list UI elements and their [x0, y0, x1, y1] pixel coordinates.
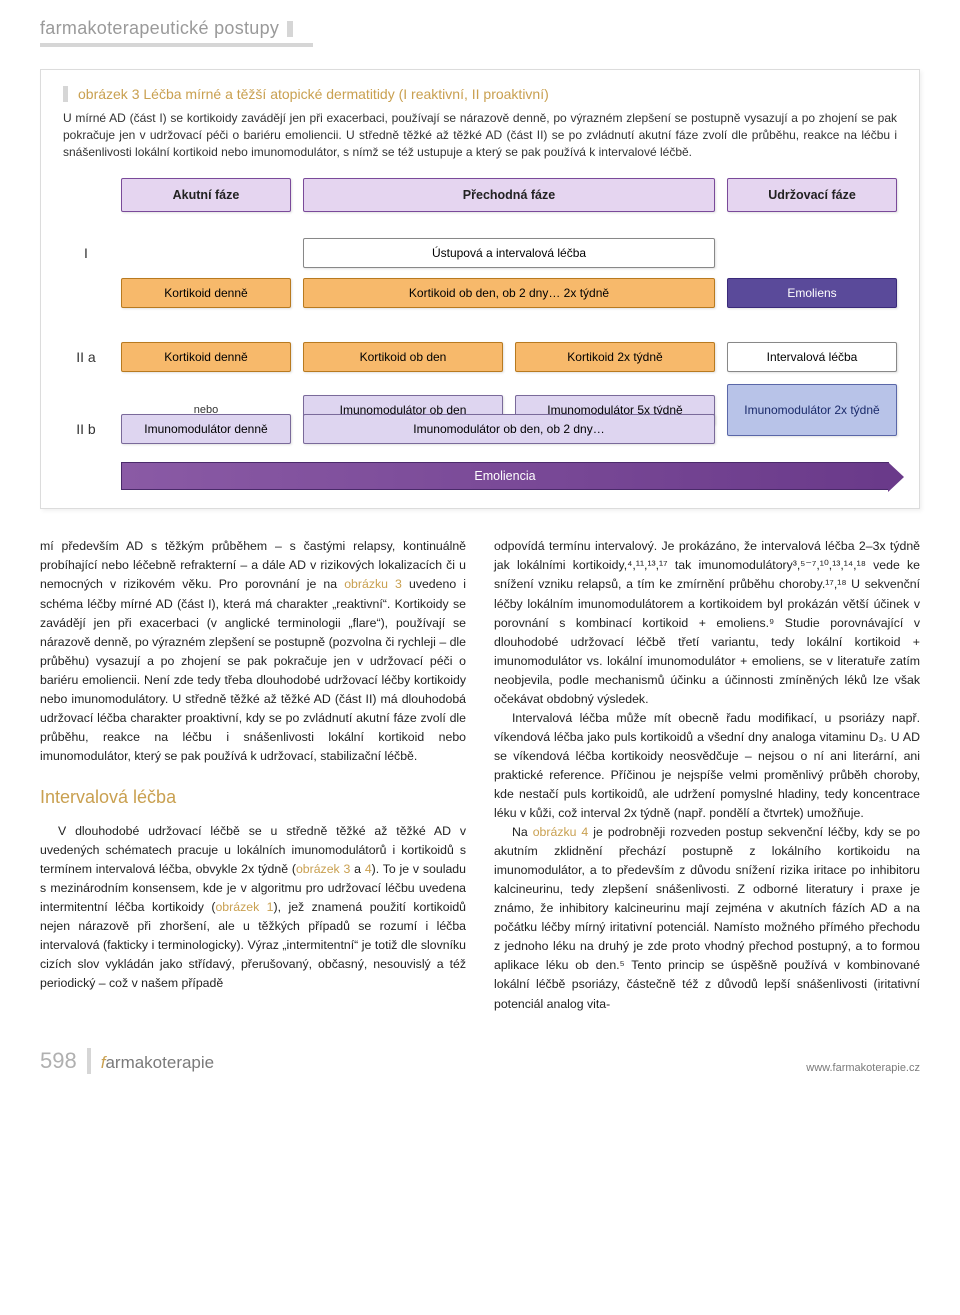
I-col3: Emoliens [727, 278, 897, 308]
I-col1: Kortikoid denně [121, 278, 291, 308]
phase-transitional: Přechodná fáze [303, 178, 715, 212]
site-url: www.farmakoterapie.cz [806, 1062, 920, 1074]
figure-3: obrázek 3 Léčba mírné a těžší atopické d… [40, 69, 920, 509]
emoliencia-arrow: Emoliencia [121, 462, 889, 490]
page-footer: 598 farmakoterapie www.farmakoterapie.cz [40, 1048, 920, 1074]
IIa-c2b: Kortikoid 2x týdně [515, 342, 715, 372]
IIa-c2a: Kortikoid ob den [303, 342, 503, 372]
figure-description: U mírné AD (část I) se kortikoidy zavádě… [63, 110, 897, 160]
heading-intervalova: Intervalová léčba [40, 784, 466, 812]
IIb-c2: Imunomodulátor ob den, ob 2 dny… [303, 414, 715, 444]
section-header: farmakoterapeutické postupy [40, 18, 313, 47]
column-right: odpovídá termínu intervalový. Je prokázá… [494, 537, 920, 1013]
logo: farmakoterapie [101, 1053, 214, 1073]
mid-c3: Imunomodulátor 2x týdně [727, 384, 897, 436]
IIb-c1: Imunomodulátor denně [121, 414, 291, 444]
phase-maintenance: Udržovací fáze [727, 178, 897, 212]
ref-link: obrázku 3 [344, 577, 402, 591]
figure-title: obrázek 3 Léčba mírné a těžší atopické d… [63, 86, 897, 102]
IIa-c3: Intervalová léčba [727, 342, 897, 372]
row-label-IIa: II a [63, 349, 109, 365]
column-left: mí především AD s těžkým průběhem – s ča… [40, 537, 466, 1013]
page-number: 598 [40, 1048, 91, 1074]
IIa-c1: Kortikoid denně [121, 342, 291, 372]
body-text: mí především AD s těžkým průběhem – s ča… [40, 537, 920, 1013]
sub-header-I: Ústupová a intervalová léčba [303, 238, 715, 268]
I-col2: Kortikoid ob den, ob 2 dny… 2x týdně [303, 278, 715, 308]
phase-acute: Akutní fáze [121, 178, 291, 212]
row-label-IIb: II b [63, 421, 109, 437]
row-label-I: I [63, 245, 109, 261]
